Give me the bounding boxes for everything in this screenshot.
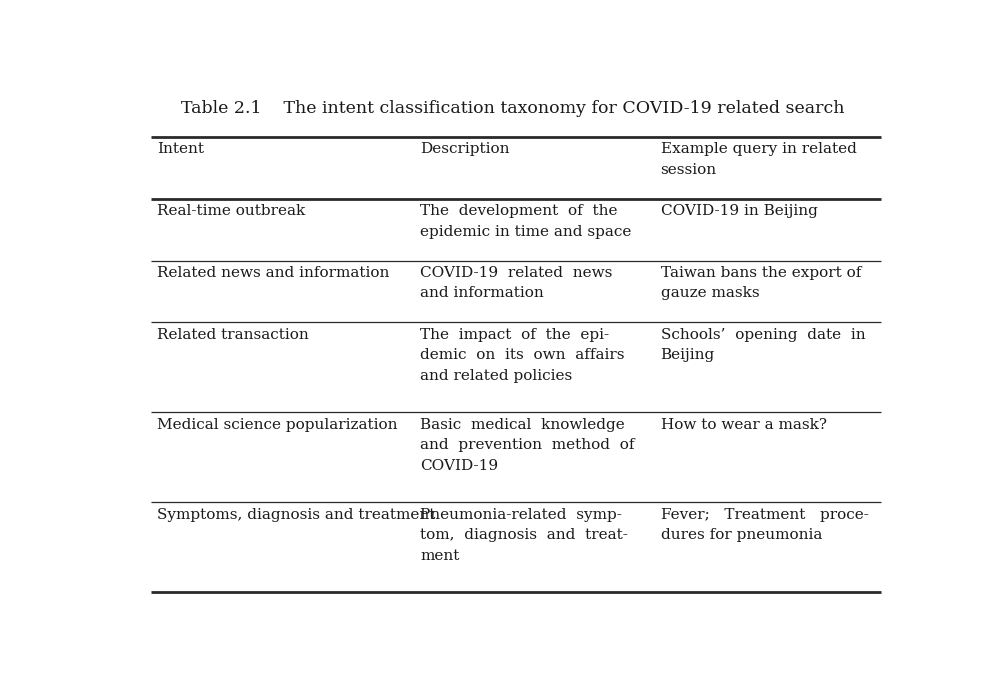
Text: Pneumonia-related  symp-
tom,  diagnosis  and  treat-
ment: Pneumonia-related symp- tom, diagnosis a… — [420, 507, 628, 563]
Text: Related transaction: Related transaction — [157, 328, 309, 342]
Text: Fever;   Treatment   proce-
dures for pneumonia: Fever; Treatment proce- dures for pneumo… — [661, 507, 868, 542]
Text: Example query in related
session: Example query in related session — [661, 143, 856, 177]
Text: The  impact  of  the  epi-
demic  on  its  own  affairs
and related policies: The impact of the epi- demic on its own … — [420, 328, 625, 383]
Text: Description: Description — [420, 143, 510, 156]
Text: Taiwan bans the export of
gauze masks: Taiwan bans the export of gauze masks — [661, 266, 861, 301]
Text: Schools’  opening  date  in
Beijing: Schools’ opening date in Beijing — [661, 328, 865, 362]
Text: The  development  of  the
epidemic in time and space: The development of the epidemic in time … — [420, 204, 632, 239]
Text: How to wear a mask?: How to wear a mask? — [661, 417, 827, 432]
Text: Basic  medical  knowledge
and  prevention  method  of
COVID-19: Basic medical knowledge and prevention m… — [420, 417, 635, 473]
Text: COVID-19 in Beijing: COVID-19 in Beijing — [661, 204, 817, 218]
Text: COVID-19  related  news
and information: COVID-19 related news and information — [420, 266, 613, 301]
Text: Symptoms, diagnosis and treatment: Symptoms, diagnosis and treatment — [157, 507, 435, 522]
Text: Medical science popularization: Medical science popularization — [157, 417, 397, 432]
Text: Real-time outbreak: Real-time outbreak — [157, 204, 305, 218]
Text: Table 2.1    The intent classification taxonomy for COVID-19 related search: Table 2.1 The intent classification taxo… — [181, 100, 844, 117]
Text: Related news and information: Related news and information — [157, 266, 389, 280]
Text: Intent: Intent — [157, 143, 204, 156]
